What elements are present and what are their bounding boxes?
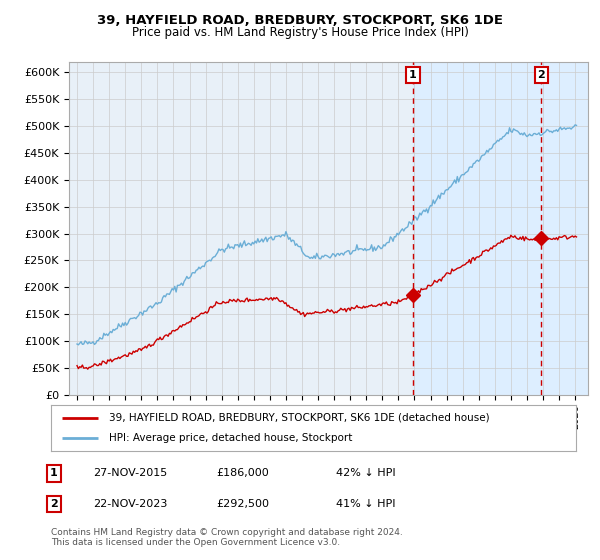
Text: HPI: Average price, detached house, Stockport: HPI: Average price, detached house, Stoc… <box>109 433 352 443</box>
Text: Price paid vs. HM Land Registry's House Price Index (HPI): Price paid vs. HM Land Registry's House … <box>131 26 469 39</box>
Bar <box>413 62 588 395</box>
Text: 41% ↓ HPI: 41% ↓ HPI <box>336 499 395 509</box>
Text: Contains HM Land Registry data © Crown copyright and database right 2024.
This d: Contains HM Land Registry data © Crown c… <box>51 528 403 548</box>
Text: 42% ↓ HPI: 42% ↓ HPI <box>336 468 395 478</box>
Text: 39, HAYFIELD ROAD, BREDBURY, STOCKPORT, SK6 1DE: 39, HAYFIELD ROAD, BREDBURY, STOCKPORT, … <box>97 14 503 27</box>
Text: 2: 2 <box>538 70 545 80</box>
Text: 39, HAYFIELD ROAD, BREDBURY, STOCKPORT, SK6 1DE (detached house): 39, HAYFIELD ROAD, BREDBURY, STOCKPORT, … <box>109 413 490 423</box>
Text: 1: 1 <box>409 70 417 80</box>
Text: 2: 2 <box>50 499 58 509</box>
Text: £186,000: £186,000 <box>216 468 269 478</box>
Text: 22-NOV-2023: 22-NOV-2023 <box>93 499 167 509</box>
Text: £292,500: £292,500 <box>216 499 269 509</box>
Bar <box>541 62 588 395</box>
Text: 27-NOV-2015: 27-NOV-2015 <box>93 468 167 478</box>
Text: 1: 1 <box>50 468 58 478</box>
